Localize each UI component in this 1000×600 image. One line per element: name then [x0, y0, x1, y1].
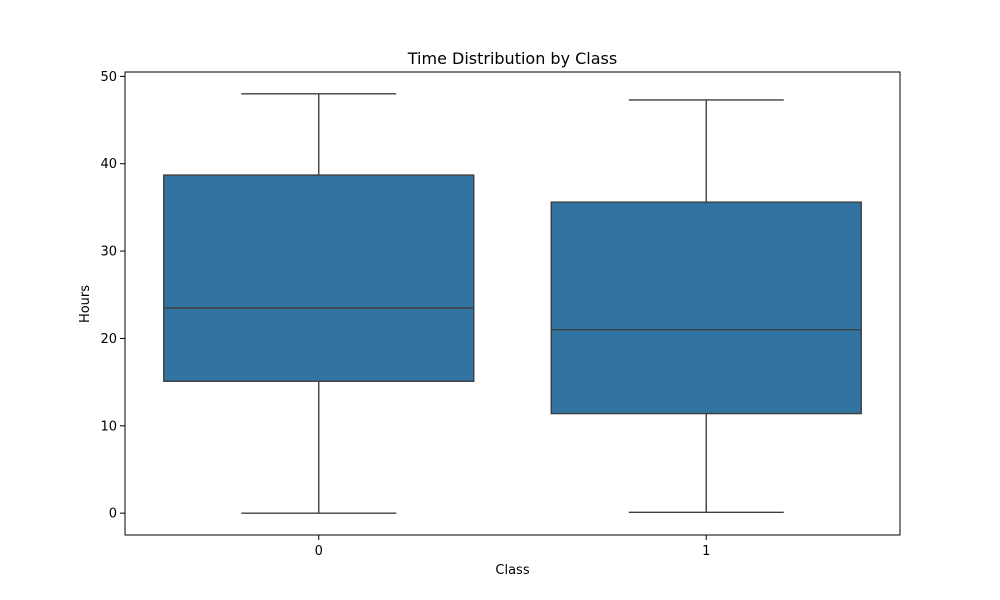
- chart-title: Time Distribution by Class: [407, 49, 617, 68]
- box-iqr: [550, 201, 862, 415]
- x-tick-label: 0: [315, 544, 323, 559]
- y-axis-label: Hours: [78, 285, 93, 323]
- x-tick-label: 1: [702, 544, 710, 559]
- y-tick-label: 20: [100, 332, 117, 347]
- x-axis-label: Class: [495, 563, 529, 578]
- plot-area: 0 10 20 30 40 50 0 1: [100, 70, 901, 559]
- y-tick-label: 0: [109, 507, 117, 522]
- plot-frame: [124, 71, 901, 536]
- y-tick-label: 30: [100, 245, 117, 260]
- box-iqr: [163, 174, 475, 382]
- y-tick-label: 50: [100, 70, 117, 85]
- y-tick-label: 10: [100, 419, 117, 434]
- y-tick-label: 40: [100, 157, 117, 172]
